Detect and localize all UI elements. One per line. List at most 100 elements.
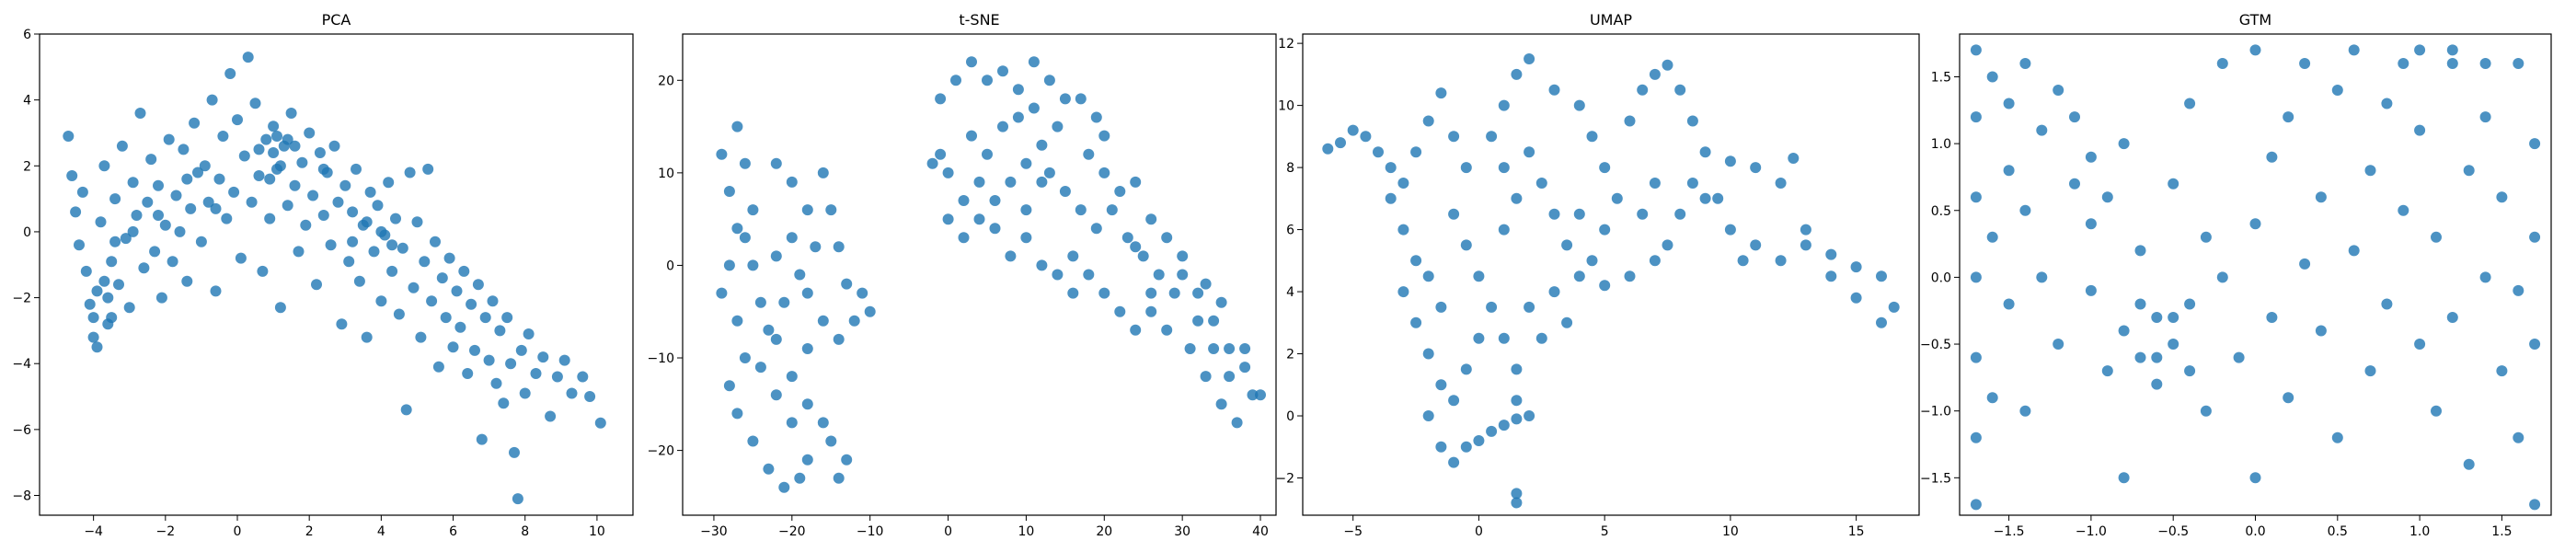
scatter-point [1498, 420, 1510, 431]
scatter-point [817, 315, 829, 327]
scatter-point [1036, 259, 1048, 271]
scatter-point [1699, 192, 1711, 204]
scatter-point [1850, 292, 1862, 304]
scatter-point [1059, 93, 1071, 105]
scatter-point [763, 324, 775, 336]
scatter-point [731, 223, 743, 235]
scatter-point [454, 321, 466, 333]
y-tick-label: 10 [1278, 99, 1294, 114]
y-tick-label: 1.0 [1931, 137, 1951, 152]
scatter-point [2168, 339, 2179, 350]
scatter-point [1599, 162, 1611, 174]
scatter-point [794, 472, 806, 484]
scatter-point [1674, 84, 1686, 96]
scatter-point [2019, 405, 2031, 417]
y-tick-label: 2 [23, 159, 31, 174]
gtm-panel: GTM −1.5 −1.0 −0.5 0.0 0.5 1.0 1.5 −1.5 −1.0 −0.5 0… [1920, 11, 2552, 539]
scatter-point [545, 410, 557, 422]
scatter-point [1586, 131, 1598, 143]
scatter-point [801, 204, 813, 216]
scatter-point [430, 236, 441, 247]
scatter-point [1970, 351, 1982, 363]
scatter-point [2249, 472, 2261, 484]
x-tick-label: 0.5 [2328, 524, 2348, 539]
y-tick-label: 6 [1286, 224, 1294, 238]
scatter-point [1699, 146, 1711, 158]
scatter-point [997, 65, 1008, 77]
scatter-point [1750, 239, 1762, 251]
scatter-point [2101, 191, 2113, 203]
scatter-point [973, 176, 985, 188]
scatter-point [1215, 296, 1227, 308]
scatter-point [87, 331, 99, 343]
scatter-point [1098, 130, 1110, 142]
scatter-point [307, 190, 319, 201]
scatter-point [1511, 192, 1523, 204]
scatter-point [224, 68, 236, 79]
scatter-point [436, 272, 448, 284]
scatter-point [479, 312, 491, 324]
scatter-point [801, 454, 813, 466]
scatter-point [1161, 324, 1173, 336]
scatter-point [833, 472, 845, 484]
scatter-point [2134, 351, 2146, 363]
scatter-point [109, 236, 121, 247]
chart-title: t-SNE [959, 11, 999, 29]
x-tick-label: 1.5 [2491, 524, 2512, 539]
scatter-point [989, 195, 1001, 206]
x-tick-label: −1.0 [2076, 524, 2107, 539]
y-tick-label: 0 [666, 259, 674, 273]
scatter-point [210, 202, 222, 214]
scatter-point [2069, 111, 2080, 123]
scatter-point [1020, 204, 1032, 216]
scatter-point [1662, 59, 1673, 71]
scatter-point [1611, 192, 1623, 204]
scatter-point [786, 417, 798, 429]
scatter-point [505, 358, 517, 370]
scatter-point [2315, 191, 2327, 203]
scatter-point [1586, 255, 1598, 267]
scatter-point [2414, 44, 2426, 56]
scatter-point [1059, 186, 1071, 197]
scatter-point [232, 114, 243, 126]
scatter-point [594, 417, 606, 429]
scatter-point [1535, 332, 1547, 344]
scatter-point [1986, 231, 1998, 243]
scatter-point [1385, 162, 1397, 174]
scatter-point [1649, 255, 1661, 267]
scatter-point [351, 163, 362, 175]
scatter-point [530, 368, 542, 379]
scatter-point [1083, 269, 1095, 281]
scatter-point [1970, 191, 1982, 203]
scatter-point [91, 285, 103, 297]
scatter-point [134, 108, 146, 119]
scatter-point [2431, 231, 2442, 243]
scatter-point [185, 202, 197, 214]
scatter-point [558, 354, 570, 366]
scatter-point [1448, 456, 1460, 468]
scatter-point [264, 213, 276, 224]
scatter-point [2003, 298, 2015, 310]
scatter-point [1662, 239, 1673, 251]
scatter-point [2529, 339, 2541, 350]
y-tick-label: −6 [12, 423, 31, 438]
scatter-point [841, 278, 853, 290]
scatter-point [1876, 316, 1887, 328]
scatter-point [1498, 332, 1510, 344]
x-tick-label: 40 [1252, 524, 1269, 539]
scatter-point [328, 140, 340, 152]
scatter-point [1020, 232, 1032, 244]
scatter-point [1825, 270, 1837, 282]
scatter-point [2085, 284, 2097, 296]
scatter-point [2446, 58, 2458, 69]
scatter-point [268, 121, 280, 132]
scatter-point [1161, 232, 1173, 244]
x-tick-label: 2 [305, 524, 314, 539]
scatter-point [1422, 270, 1434, 282]
scatter-point [801, 287, 813, 299]
scatter-point [167, 256, 178, 268]
scatter-point [1970, 271, 1982, 283]
scatter-point [1385, 192, 1397, 204]
scatter-point [935, 148, 947, 160]
